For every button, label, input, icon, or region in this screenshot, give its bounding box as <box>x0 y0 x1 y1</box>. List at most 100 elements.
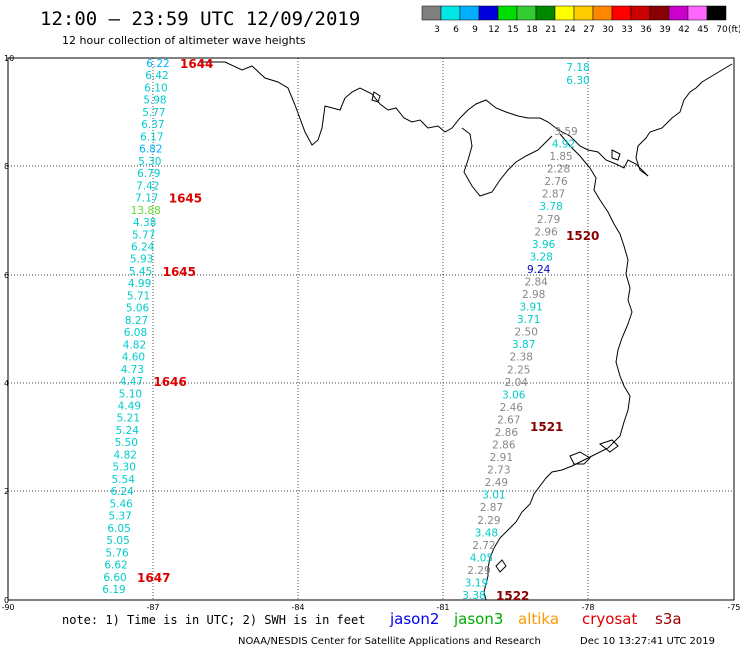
wave-value: 4.99 <box>128 278 151 290</box>
satellite-label: jason2 <box>389 610 439 628</box>
wave-value: 2.84 <box>524 276 548 288</box>
wave-value: 5.93 <box>130 254 153 266</box>
scale-label: 27 <box>583 25 594 35</box>
wave-value: 3.71 <box>517 314 540 326</box>
wave-value: 5.46 <box>109 498 133 510</box>
wave-value: 5.30 <box>113 462 136 474</box>
scale-label: 21 <box>545 25 556 35</box>
wave-value: 2.25 <box>507 364 530 376</box>
wave-value: 6.05 <box>107 523 130 535</box>
scale-label: 6 <box>453 25 459 35</box>
scale-label: 9 <box>472 25 478 35</box>
scale-label: 24 <box>564 25 576 35</box>
satellite-label: jason3 <box>453 610 503 628</box>
y-tick-label: 8 <box>4 162 9 171</box>
pass-time: 1647 <box>137 571 170 585</box>
wave-value: 1.85 <box>549 151 572 163</box>
wave-value: 3.38 <box>462 590 485 602</box>
scale-swatch <box>668 5 689 21</box>
scale-swatch <box>459 5 480 21</box>
wave-value: 2.79 <box>537 214 560 226</box>
scale-swatch <box>421 5 442 21</box>
scale-swatch <box>611 5 632 21</box>
timestamp: Dec 10 13:27:41 UTC 2019 <box>580 636 715 647</box>
wave-value: 3.59 <box>554 126 577 138</box>
wave-value: 5.10 <box>119 388 142 400</box>
scale-swatch <box>573 5 594 21</box>
wave-value: 4.49 <box>118 401 141 413</box>
wave-value: 5.30 <box>138 156 161 168</box>
wave-value: 4.38 <box>133 217 156 229</box>
wave-value: 2.96 <box>534 226 558 238</box>
wave-value: 2.50 <box>515 327 538 339</box>
wave-value: 2.86 <box>495 427 519 439</box>
scale-label: 42 <box>678 25 689 35</box>
wave-value: 13.88 <box>131 205 161 217</box>
wave-value: 7.42 <box>136 180 159 192</box>
wave-value: 6.37 <box>141 119 164 131</box>
wave-value: 6.17 <box>140 131 163 143</box>
footer-note: note: 1) Time is in UTC; 2) SWH is in fe… <box>62 613 365 627</box>
wave-value: 6.10 <box>144 82 167 94</box>
wave-value: 4.92 <box>552 139 575 151</box>
wave-value: 2.67 <box>497 414 520 426</box>
wave-value: 2.38 <box>510 352 533 364</box>
wave-value: 2.29 <box>467 565 490 577</box>
wave-value: 5.24 <box>116 425 140 437</box>
scale-label: 33 <box>621 25 632 35</box>
wave-value: 6.22 <box>146 58 169 70</box>
pass-time: 1644 <box>180 57 213 71</box>
scale-swatch <box>592 5 613 21</box>
satellite-label: s3a <box>655 610 682 628</box>
wave-value: 9.24 <box>527 264 551 276</box>
x-tick-label: -75 <box>727 603 740 612</box>
wave-value: 2.28 <box>547 164 570 176</box>
y-tick-label: 6 <box>4 271 9 280</box>
pass-time: 1645 <box>163 265 196 279</box>
credit-line: NOAA/NESDIS Center for Satellite Applica… <box>238 636 541 647</box>
wave-value: 5.98 <box>143 95 166 107</box>
scale-label: 3 <box>434 25 440 35</box>
wave-value: 3.48 <box>475 527 498 539</box>
wave-value: 3.78 <box>539 201 562 213</box>
wave-value: 2.72 <box>472 540 495 552</box>
wave-value: 7.17 <box>135 193 158 205</box>
y-tick-label: 0 <box>4 596 9 605</box>
y-tick-label: 10 <box>4 54 14 63</box>
wave-value: 6.08 <box>124 327 147 339</box>
wave-value: 4.60 <box>122 352 145 364</box>
pass-time: 1521 <box>530 420 563 434</box>
satellite-label: altika <box>518 610 559 628</box>
wave-value: 2.49 <box>485 477 508 489</box>
x-tick-label: -87 <box>146 603 159 612</box>
wave-value: 6.42 <box>145 70 168 82</box>
scale-swatch <box>497 5 518 21</box>
scale-label: 70 <box>716 25 728 35</box>
lat-lon-grid: -90 -87 -84 -81 -78 -75 0 2 4 6 8 10 <box>1 54 740 612</box>
wave-value: 4.82 <box>114 449 137 461</box>
wave-value: 4.73 <box>121 364 144 376</box>
wave-value: 6.82 <box>139 144 162 156</box>
wave-value: 6.79 <box>137 168 160 180</box>
plot-frame <box>7 57 735 601</box>
wave-value: 7.18 <box>566 62 589 74</box>
wave-value: 3.06 <box>502 389 526 401</box>
coastline <box>200 61 733 601</box>
wave-value: 5.77 <box>142 107 165 119</box>
pass-time: 1646 <box>153 375 186 389</box>
wave-value: 6.60 <box>103 572 126 584</box>
wave-value: 2.76 <box>544 176 568 188</box>
scale-swatch <box>478 5 499 21</box>
wave-value: 2.87 <box>480 502 503 514</box>
scale-unit: (ft) <box>728 25 740 35</box>
wave-value: 2.29 <box>477 515 500 527</box>
scale-swatch <box>687 5 708 21</box>
wave-value: 2.87 <box>542 189 565 201</box>
wave-value: 6.24 <box>131 241 155 253</box>
wave-value: 5.05 <box>106 535 129 547</box>
satellite-label: cryosat <box>582 610 637 628</box>
wave-value: 3.87 <box>512 339 535 351</box>
wave-value: 3.28 <box>529 251 552 263</box>
wave-value: 5.45 <box>129 266 152 278</box>
scale-swatch <box>535 5 556 21</box>
